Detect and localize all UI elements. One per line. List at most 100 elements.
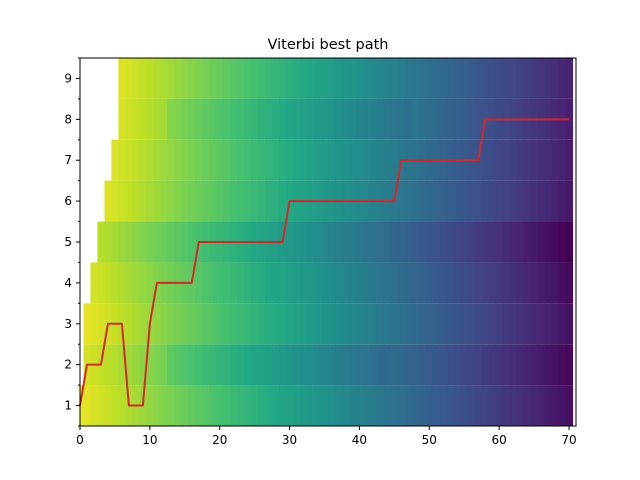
heatmap-cell [404,58,413,99]
heatmap-cell [362,139,371,181]
heatmap-cell [481,385,490,426]
heatmap-cell [286,262,294,304]
heatmap-cell [425,385,434,426]
heatmap-cell [293,262,301,304]
heatmap-cell [216,303,224,345]
heatmap-cell [551,262,560,304]
heatmap-cell [307,385,315,426]
heatmap-cell [397,344,406,386]
heatmap-cell [446,344,455,386]
heatmap-cell [153,139,161,181]
x-tick-label: 30 [282,433,297,447]
heatmap-cell [390,344,399,386]
heatmap-cell [139,344,147,386]
heatmap-cell [362,385,371,426]
heatmap-cell [160,58,168,99]
heatmap-cell [118,221,127,263]
heatmap-cell [181,58,189,99]
best-path-line [79,118,570,407]
heatmap-cell [488,303,497,345]
heatmap-cell [411,344,420,386]
heatmap-cell [174,139,182,181]
heatmap-cell [446,98,455,140]
heatmap-cell [509,344,518,386]
heatmap-cell [460,58,469,99]
heatmap-cell [314,303,322,345]
heatmap-cell [516,385,525,426]
heatmap-cell [153,303,161,345]
heatmap-cell [265,98,273,140]
x-tick-label: 20 [212,433,227,447]
heatmap-cell [495,180,504,222]
heatmap-cell [411,303,420,345]
heatmap-cell [216,262,224,304]
heatmap-cell [90,262,99,304]
heatmap-cell [418,58,427,99]
heatmap-cell [509,262,518,304]
heatmap-cell [146,58,154,99]
heatmap-cell [258,262,266,304]
heatmap-cell [530,303,539,345]
heatmap-cell [411,180,420,222]
heatmap-cell [355,98,364,140]
heatmap-cell [516,180,525,222]
heatmap-cell [460,262,469,304]
heatmap-cell [139,139,147,181]
heatmap-cell [390,385,399,426]
heatmap-cell [495,262,504,304]
y-tick-label: 2 [64,358,72,372]
heatmap-cell [258,58,266,99]
heatmap-cell [411,221,420,263]
heatmap-cell [80,385,85,426]
heatmap-cell [272,58,280,99]
heatmap-cell [376,344,385,386]
heatmap-cell [265,139,273,181]
heatmap-cell [272,262,280,304]
heatmap-cell [139,262,147,304]
heatmap-cell [446,221,455,263]
heatmap-cell [244,98,252,140]
heatmap-cell [474,385,483,426]
heatmap-cell [300,58,308,99]
heatmap-cell [279,58,287,99]
heatmap-cell [139,303,147,345]
heatmap-cell [341,221,350,263]
heatmap-cell [523,262,532,304]
heatmap-cell [216,180,224,222]
heatmap-cell [425,344,434,386]
heatmap-cell [328,98,336,140]
heatmap-cell [369,139,378,181]
heatmap-cell [369,303,378,345]
heatmap-cell [174,303,182,345]
heatmap-cell [460,385,469,426]
heatmap-cell [258,98,266,140]
heatmap-cell [174,98,182,140]
heatmap-cell [404,385,413,426]
heatmap-cell [376,262,385,304]
x-tick-label: 60 [492,433,507,447]
heatmap-cell [334,58,343,99]
heatmap-cell [502,262,511,304]
heatmap-cell [488,385,497,426]
heatmap-cell [314,344,322,386]
heatmap-cell [537,139,546,181]
heatmap-cell [467,262,476,304]
heatmap-cell [286,303,294,345]
heatmap-cell [174,58,182,99]
heatmap-cell [523,221,532,263]
heatmap-cell [418,221,427,263]
heatmap-cell [160,180,168,222]
heatmap-cell [174,180,182,222]
heatmap-cell [223,262,231,304]
heatmap-cell [251,344,259,386]
heatmap-cell [237,262,245,304]
heatmap-cell [481,303,490,345]
heatmap-cell [551,344,560,386]
heatmap-cell [432,180,441,222]
heatmap-cell [160,221,168,263]
heatmap-cell [397,98,406,140]
heatmap-cell [460,303,469,345]
heatmap-cell [446,180,455,222]
heatmap-cell [495,385,504,426]
heatmap-cell [334,262,343,304]
